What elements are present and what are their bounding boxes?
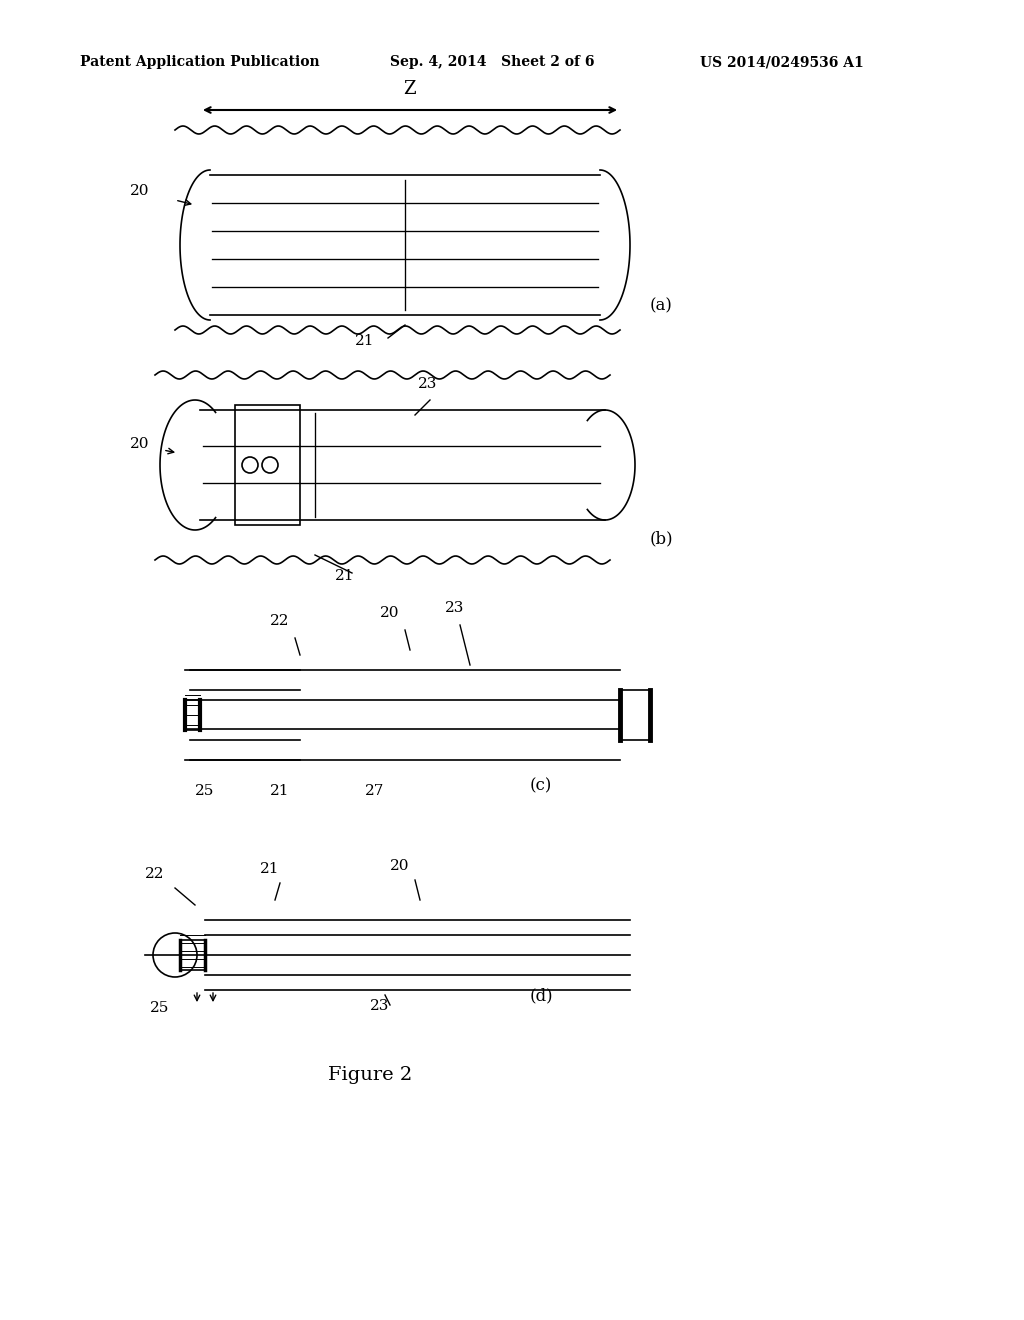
Text: 21: 21 bbox=[270, 784, 290, 799]
Text: 21: 21 bbox=[260, 862, 280, 876]
Text: 23: 23 bbox=[418, 378, 437, 391]
Bar bbox=[234, 405, 300, 525]
Text: 21: 21 bbox=[335, 569, 354, 583]
Text: (c): (c) bbox=[530, 777, 552, 795]
Text: 20: 20 bbox=[380, 606, 399, 620]
Text: (a): (a) bbox=[650, 297, 673, 314]
Text: 20: 20 bbox=[130, 183, 150, 198]
Text: 27: 27 bbox=[365, 784, 384, 799]
Text: Sep. 4, 2014   Sheet 2 of 6: Sep. 4, 2014 Sheet 2 of 6 bbox=[390, 55, 595, 69]
Text: 25: 25 bbox=[195, 784, 214, 799]
Text: 22: 22 bbox=[270, 614, 290, 628]
Text: 23: 23 bbox=[445, 601, 464, 615]
Text: 25: 25 bbox=[150, 1001, 169, 1015]
Text: (b): (b) bbox=[650, 531, 674, 546]
Text: 21: 21 bbox=[355, 334, 375, 348]
Text: 23: 23 bbox=[370, 999, 389, 1012]
Text: Figure 2: Figure 2 bbox=[328, 1067, 412, 1084]
Text: 20: 20 bbox=[390, 859, 410, 873]
Text: (d): (d) bbox=[530, 987, 554, 1005]
Text: Patent Application Publication: Patent Application Publication bbox=[80, 55, 319, 69]
Text: Z: Z bbox=[403, 81, 417, 98]
Text: US 2014/0249536 A1: US 2014/0249536 A1 bbox=[700, 55, 864, 69]
Text: 22: 22 bbox=[145, 867, 165, 880]
Text: 20: 20 bbox=[130, 437, 150, 451]
